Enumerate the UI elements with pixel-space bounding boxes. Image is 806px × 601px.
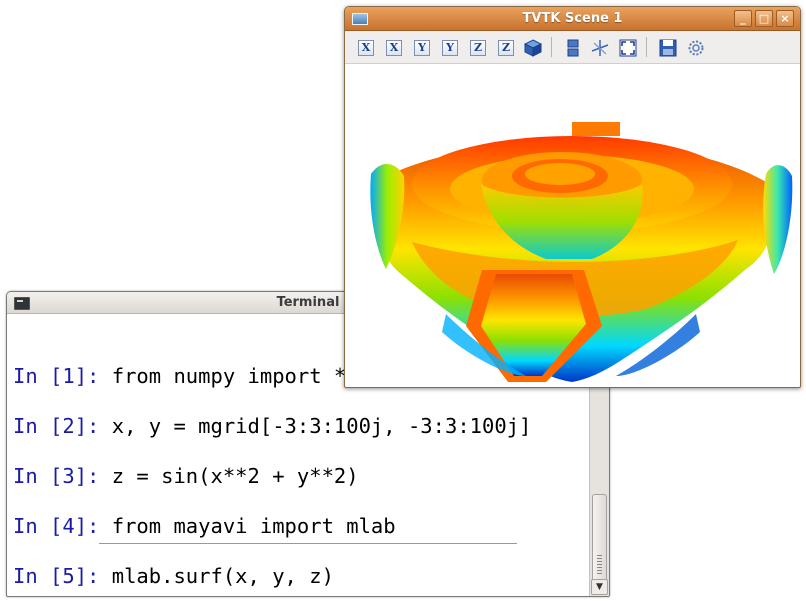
view-y-plus-button[interactable]: Y [414,40,430,56]
toolbar-separator [551,37,552,57]
grip-icon [597,555,602,575]
iso-view-icon[interactable] [524,39,542,57]
fullscreen-icon[interactable] [619,39,637,57]
code-text: mlab.surf(x, y, z) [99,564,334,588]
axes-icon[interactable] [591,39,609,57]
terminal-line: In [1]: from numpy import * [13,364,346,388]
minimize-button[interactable]: _ [734,10,752,27]
code-text: from numpy import * [99,364,347,388]
code-text: x, y = mgrid[-3:3:100j, -3:3:100j] [99,414,532,438]
3d-render-viewport[interactable] [346,64,799,386]
scene-title: TVTK Scene 1 [522,11,623,26]
view-x-plus-button[interactable]: X [358,40,374,56]
tvtk-scene-window: TVTK Scene 1 _ □ × X X Y Y Z Z [344,6,801,388]
scene-toolbar: X X Y Y Z Z [345,31,800,64]
code-text: z = sin(x**2 + y**2) [99,464,359,488]
view-z-minus-button[interactable]: Z [498,40,514,56]
close-button[interactable]: × [776,10,794,27]
configure-icon[interactable] [687,39,705,57]
code-text: from mayavi import mlab [99,514,396,538]
prompt: In [2]: [13,414,100,438]
terminal-title: Terminal [276,295,340,310]
view-x-minus-button[interactable]: X [386,40,402,56]
toolbar-separator [646,37,647,57]
save-icon[interactable] [659,39,677,57]
terminal-line: In [4]: from mayavi import mlab [13,514,396,538]
terminal-line: In [3]: z = sin(x**2 + y**2) [13,464,359,488]
terminal-line: In [2]: x, y = mgrid[-3:3:100j, -3:3:100… [13,414,531,438]
prompt: In [3]: [13,464,100,488]
prompt: In [5]: [13,564,100,588]
prompt: In [1]: [13,364,100,388]
window-app-icon [352,13,368,25]
scroll-down-icon[interactable]: ▼ [591,579,608,595]
window-controls: _ □ × [734,10,794,27]
terminal-line: In [5]: mlab.surf(x, y, z) [13,564,334,588]
parallel-projection-icon[interactable] [565,39,581,57]
surface-plot-render [370,122,793,382]
terminal-icon [14,297,30,310]
scrollbar-thumb[interactable] [592,494,607,588]
scene-titlebar[interactable]: TVTK Scene 1 _ □ × [345,7,800,31]
input-underline [99,543,517,544]
prompt: In [4]: [13,514,100,538]
view-z-plus-button[interactable]: Z [470,40,486,56]
view-y-minus-button[interactable]: Y [442,40,458,56]
terminal-content[interactable]: In [1]: from numpy import * In [2]: x, y… [7,314,589,596]
maximize-button[interactable]: □ [755,10,773,27]
